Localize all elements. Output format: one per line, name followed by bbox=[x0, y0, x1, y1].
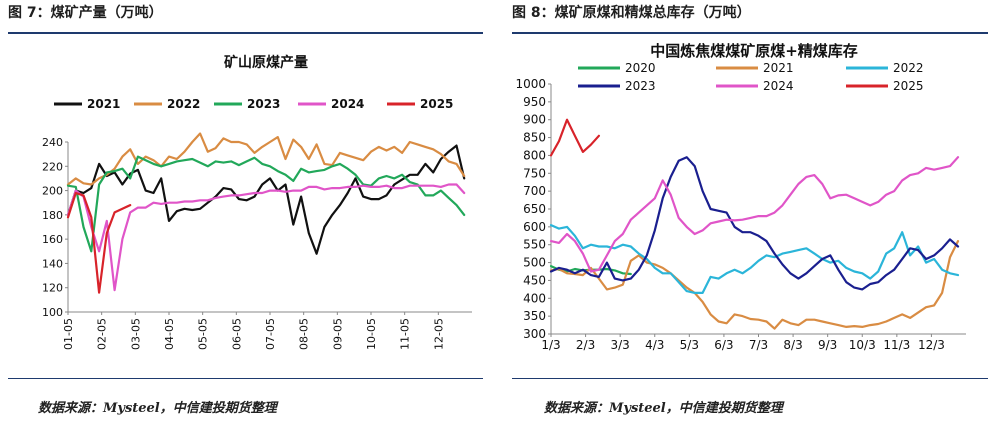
x-tick-label: 06-05 bbox=[230, 318, 243, 350]
legend-label-2021: 2021 bbox=[87, 97, 120, 111]
right-header-rule bbox=[512, 32, 988, 34]
y-tick-label: 450 bbox=[523, 273, 546, 287]
y-tick-label: 140 bbox=[42, 257, 63, 270]
y-tick-label: 300 bbox=[523, 327, 546, 341]
y-tick-label: 600 bbox=[523, 220, 546, 234]
legend-label-2025: 2025 bbox=[893, 79, 924, 93]
legend-label-2021: 2021 bbox=[763, 61, 794, 75]
series-line-2025 bbox=[549, 118, 601, 157]
x-tick-label: 09-05 bbox=[331, 318, 344, 350]
x-tick-label: 6/3 bbox=[714, 338, 733, 352]
left-series bbox=[66, 132, 466, 294]
y-tick-label: 160 bbox=[42, 233, 63, 246]
series-line-2021 bbox=[549, 240, 960, 330]
x-tick-label: 11/3 bbox=[883, 338, 910, 352]
x-tick-label: 01-05 bbox=[62, 318, 75, 350]
left-footer-rule bbox=[8, 378, 483, 379]
left-header-rule bbox=[8, 32, 483, 34]
y-tick-label: 240 bbox=[42, 136, 63, 149]
y-tick-label: 220 bbox=[42, 160, 63, 173]
x-tick-label: 4/3 bbox=[645, 338, 664, 352]
y-tick-label: 800 bbox=[523, 148, 546, 162]
y-tick-label: 100 bbox=[42, 306, 63, 319]
y-tick-label: 350 bbox=[523, 309, 546, 323]
y-tick-label: 550 bbox=[523, 238, 546, 252]
x-tick-label: 10-05 bbox=[365, 318, 378, 350]
x-tick-label: 5/3 bbox=[680, 338, 699, 352]
right-legend: 2020 2021 2022 2023 2024 2025 bbox=[578, 61, 924, 93]
left-chart: 矿山原煤产量 2021 2022 2023 2024 2025 100 120 140 160… bbox=[42, 54, 472, 350]
right-source-note: 数据来源：Mysteel，中信建投期货整理 bbox=[544, 401, 783, 416]
y-tick-label: 750 bbox=[523, 166, 546, 180]
y-tick-label: 120 bbox=[42, 282, 63, 295]
y-tick-label: 500 bbox=[523, 256, 546, 270]
series-line-2022 bbox=[549, 224, 960, 294]
x-tick-label: 12/3 bbox=[918, 338, 945, 352]
y-tick-label: 1000 bbox=[515, 77, 546, 91]
right-figure-title: 图 8：煤矿原煤和精煤总库存（万吨） bbox=[512, 5, 751, 21]
left-figure-title: 图 7：煤矿产量（万吨） bbox=[8, 5, 163, 21]
y-tick-label: 700 bbox=[523, 184, 546, 198]
x-tick-label: 04-05 bbox=[163, 318, 176, 350]
x-tick-label: 8/3 bbox=[783, 338, 802, 352]
left-chart-title: 矿山原煤产量 bbox=[224, 54, 308, 71]
series-line-2024 bbox=[549, 156, 960, 273]
right-series bbox=[549, 118, 960, 330]
y-tick-label: 850 bbox=[523, 131, 546, 145]
legend-label-2022: 2022 bbox=[893, 61, 924, 75]
right-footer-rule bbox=[512, 378, 988, 379]
y-tick-label: 200 bbox=[42, 185, 63, 198]
x-tick-label: 07-05 bbox=[264, 318, 277, 350]
series-line-2022 bbox=[66, 132, 466, 186]
right-chart-title: 中国炼焦煤煤矿原煤+精煤库存 bbox=[650, 42, 858, 60]
series-line-2023 bbox=[549, 156, 960, 291]
right-axes: 300 350 400 450 500 550 600 650 700 750 800 850 900 9… bbox=[515, 77, 966, 352]
legend-label-2024: 2024 bbox=[331, 97, 364, 111]
y-tick-label: 650 bbox=[523, 202, 546, 216]
x-tick-label: 03-05 bbox=[129, 318, 142, 350]
x-tick-label: 10/3 bbox=[849, 338, 876, 352]
y-tick-label: 950 bbox=[523, 95, 546, 109]
series-line-2024 bbox=[66, 183, 466, 292]
legend-label-2023: 2023 bbox=[625, 79, 656, 93]
left-legend: 2021 2022 2023 2024 2025 bbox=[54, 97, 453, 111]
left-axes: 100 120 140 160 180 200 220 240 01-05 02-05 03-05 0… bbox=[42, 136, 472, 350]
y-tick-label: 400 bbox=[523, 291, 546, 305]
series-line-2021 bbox=[66, 144, 466, 255]
x-tick-label: 05-05 bbox=[197, 318, 210, 350]
x-tick-label: 11-05 bbox=[399, 318, 412, 350]
y-tick-label: 180 bbox=[42, 209, 63, 222]
legend-label-2025: 2025 bbox=[420, 97, 453, 111]
x-tick-label: 08-05 bbox=[298, 318, 311, 350]
series-line-2023 bbox=[66, 155, 466, 253]
legend-label-2020: 2020 bbox=[625, 61, 656, 75]
left-source-note: 数据来源：Mysteel，中信建投期货整理 bbox=[38, 401, 277, 416]
x-tick-label: 2/3 bbox=[576, 338, 595, 352]
legend-label-2024: 2024 bbox=[763, 79, 794, 93]
x-tick-label: 1/3 bbox=[541, 338, 560, 352]
legend-label-2023: 2023 bbox=[247, 97, 280, 111]
x-tick-label: 7/3 bbox=[749, 338, 768, 352]
x-tick-label: 9/3 bbox=[818, 338, 837, 352]
x-tick-label: 3/3 bbox=[611, 338, 630, 352]
x-tick-label: 02-05 bbox=[96, 318, 109, 350]
series-line-2025 bbox=[66, 191, 132, 294]
y-tick-label: 900 bbox=[523, 113, 546, 127]
x-tick-label: 12-05 bbox=[432, 318, 445, 350]
legend-label-2022: 2022 bbox=[167, 97, 200, 111]
